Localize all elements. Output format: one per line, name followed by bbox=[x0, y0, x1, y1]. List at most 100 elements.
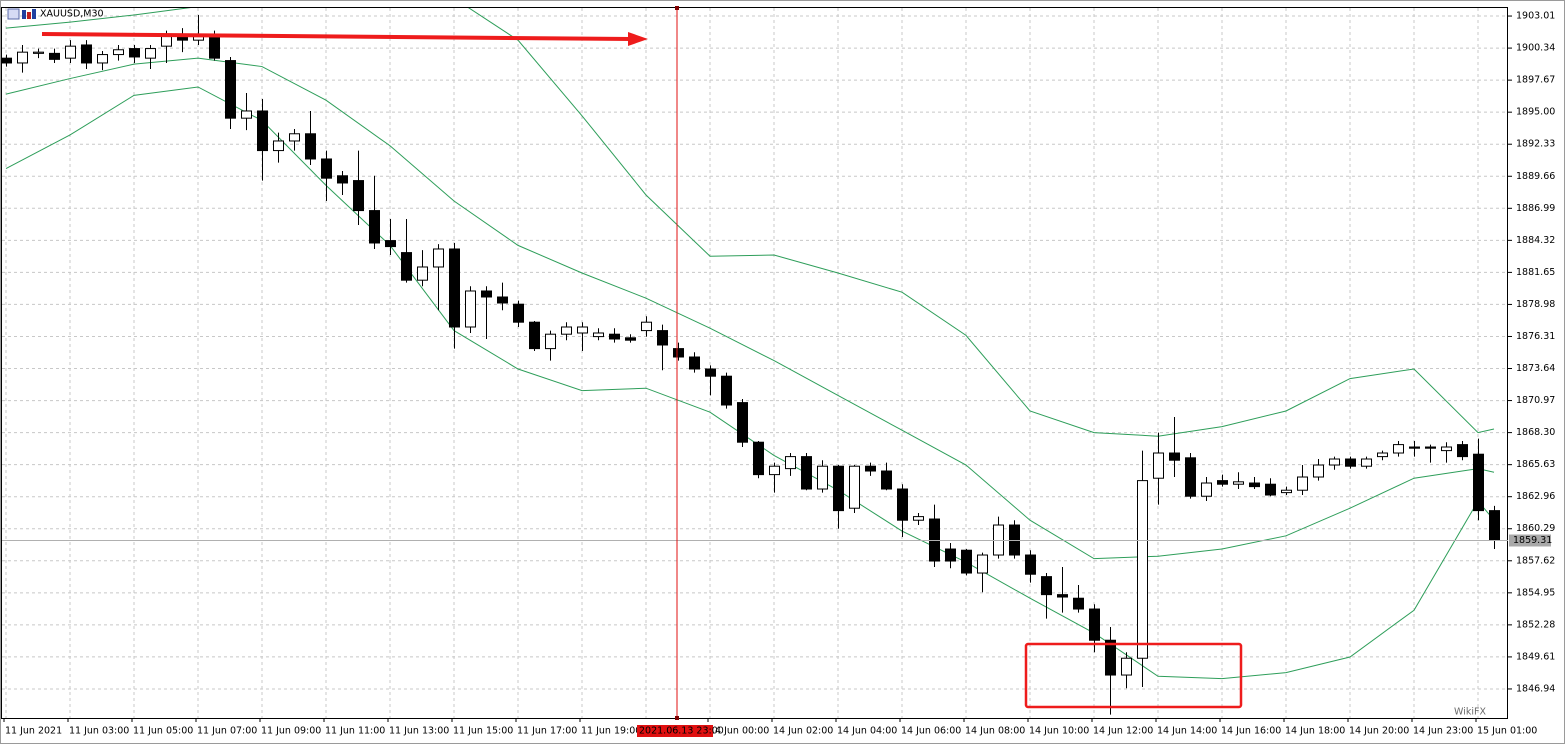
x-tick-label: 14 Jun 04:00 bbox=[837, 726, 897, 737]
last-price-box bbox=[1509, 534, 1551, 547]
x-tick-label: 14 Jun 00:00 bbox=[709, 726, 769, 737]
chart-title: XAUUSD,M30 bbox=[40, 9, 104, 20]
x-tick-label: 14 Jun 10:00 bbox=[1029, 726, 1089, 737]
x-tick-label: 11 Jun 15:00 bbox=[453, 726, 513, 737]
candle-body bbox=[145, 48, 156, 59]
candle-body bbox=[1361, 458, 1372, 467]
candle-body bbox=[49, 52, 60, 60]
candle-body bbox=[1489, 510, 1500, 542]
candle-body bbox=[1409, 446, 1420, 449]
x-tick-label: 11 Jun 13:00 bbox=[389, 726, 449, 737]
highlight-box bbox=[1024, 642, 1243, 709]
window-icon bbox=[7, 8, 20, 20]
candle-body bbox=[1105, 639, 1116, 676]
y-tick-label: 1849.61 bbox=[1516, 651, 1555, 662]
candle-body bbox=[209, 36, 220, 59]
candle-body bbox=[545, 333, 556, 350]
band-line bbox=[5, 57, 1495, 560]
y-tick-label: 1892.33 bbox=[1516, 139, 1555, 150]
candle-body bbox=[1169, 452, 1180, 461]
y-tick-label: 1897.67 bbox=[1516, 75, 1555, 86]
candle-body bbox=[1297, 476, 1308, 491]
crosshair-end bbox=[675, 716, 679, 720]
watermark: WikiFX bbox=[1454, 707, 1486, 718]
x-tick-label: 11 Jun 05:00 bbox=[133, 726, 193, 737]
chart-icon bbox=[32, 9, 36, 19]
candle-body bbox=[689, 356, 700, 370]
x-tick-label: 11 Jun 03:00 bbox=[69, 726, 129, 737]
x-tick-label: 11 Jun 09:00 bbox=[261, 726, 321, 737]
candle-body bbox=[1089, 608, 1100, 641]
candle-body bbox=[913, 516, 924, 521]
y-tick-label: 1881.65 bbox=[1516, 267, 1555, 278]
candle-body bbox=[897, 488, 908, 521]
candle-body bbox=[657, 330, 668, 346]
band-line bbox=[5, 8, 1495, 437]
y-tick-label: 1870.97 bbox=[1516, 395, 1555, 406]
overlay: 1859.31 2021.06.13 23:00 WikiFX bbox=[2, 6, 1552, 737]
chart-icon bbox=[22, 10, 26, 19]
y-tick-label: 1860.29 bbox=[1516, 523, 1555, 534]
candle-body bbox=[65, 45, 76, 59]
candle-body bbox=[737, 402, 748, 443]
candle-body bbox=[721, 375, 732, 406]
candle-body bbox=[1025, 554, 1036, 575]
y-tick-label: 1878.98 bbox=[1516, 299, 1555, 310]
crosshair-label: 2021.06.13 23:00 bbox=[639, 726, 724, 737]
candle-body bbox=[289, 133, 300, 142]
candle-body bbox=[881, 470, 892, 490]
crosshair-label-box bbox=[637, 725, 713, 737]
candle-body bbox=[17, 51, 28, 64]
x-tick-label: 11 Jun 2021 bbox=[5, 726, 62, 737]
candle-body bbox=[673, 348, 684, 358]
candle-body bbox=[1313, 464, 1324, 478]
candle-body bbox=[529, 321, 540, 350]
candle-body bbox=[945, 548, 956, 562]
plot-border bbox=[1, 7, 1508, 719]
x-tick-label: 11 Jun 07:00 bbox=[197, 726, 257, 737]
candle-body bbox=[129, 48, 140, 58]
candle-body bbox=[273, 140, 284, 152]
x-tick-label: 14 Jun 02:00 bbox=[773, 726, 833, 737]
candle-body bbox=[705, 368, 716, 377]
candle-body bbox=[593, 332, 604, 338]
arrow-head bbox=[628, 32, 648, 46]
candle-body bbox=[1329, 458, 1340, 466]
candle-body bbox=[113, 49, 124, 56]
candle-body bbox=[513, 303, 524, 323]
y-tick-label: 1852.28 bbox=[1516, 619, 1555, 630]
candle-body bbox=[1185, 457, 1196, 497]
arrow-annotation bbox=[41, 32, 648, 46]
y-tick-label: 1846.94 bbox=[1516, 683, 1555, 694]
x-tick-label: 11 Jun 17:00 bbox=[517, 726, 577, 737]
candle-body bbox=[481, 290, 492, 298]
candle-body bbox=[1345, 458, 1356, 467]
candle-body bbox=[1393, 444, 1404, 454]
y-tick-label: 1868.30 bbox=[1516, 427, 1555, 438]
candle-body bbox=[33, 51, 44, 54]
candle-body bbox=[1473, 453, 1484, 512]
candle-body bbox=[1249, 482, 1260, 488]
candle-body bbox=[801, 456, 812, 490]
y-tick-label: 1854.95 bbox=[1516, 587, 1555, 598]
candle-body bbox=[609, 333, 620, 340]
candle-body bbox=[961, 549, 972, 574]
x-tick-label: 14 Jun 06:00 bbox=[901, 726, 961, 737]
x-tick-label: 14 Jun 08:00 bbox=[965, 726, 1025, 737]
candle-body bbox=[769, 465, 780, 476]
candle-body bbox=[401, 252, 412, 281]
last-price-label: 1859.31 bbox=[1513, 535, 1552, 546]
candle-body bbox=[1233, 481, 1244, 485]
candle-body bbox=[1441, 446, 1452, 452]
candle-body bbox=[417, 266, 428, 281]
y-tick-label: 1857.62 bbox=[1516, 555, 1555, 566]
candle-body bbox=[561, 326, 572, 335]
candle-body bbox=[369, 210, 380, 244]
candle-body bbox=[1217, 480, 1228, 485]
x-tick-label: 14 Jun 23:00 bbox=[1413, 726, 1473, 737]
candle-body bbox=[1073, 597, 1084, 610]
candle-body bbox=[321, 158, 332, 179]
candle-body bbox=[865, 465, 876, 472]
crosshair-end bbox=[675, 6, 679, 10]
